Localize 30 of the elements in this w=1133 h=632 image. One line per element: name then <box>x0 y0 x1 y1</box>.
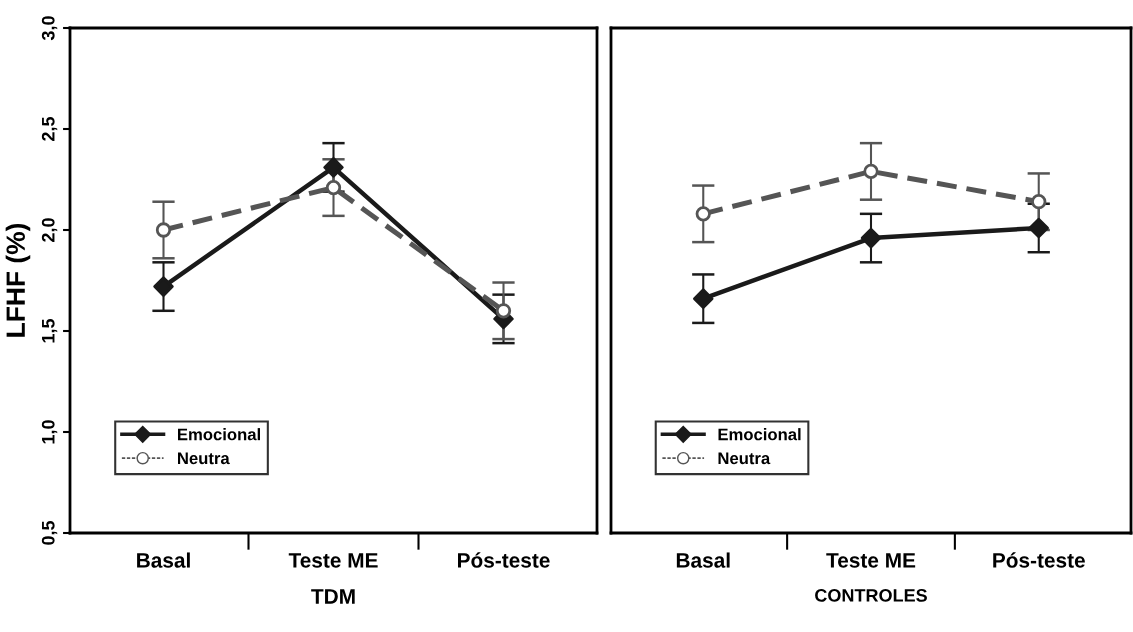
legend-label: Neutra <box>178 452 230 465</box>
x-tick-label: Basal <box>676 552 730 568</box>
legend-label: Emocional <box>718 428 801 441</box>
x-tick-label: Basal <box>137 552 190 568</box>
x-tick-label: Pós-teste <box>458 552 550 568</box>
point <box>153 276 174 297</box>
x-tick-label: Teste ME <box>288 553 378 568</box>
y-tick-label: 1,0 <box>41 420 58 444</box>
point <box>155 222 172 238</box>
y-tick-label: 2,0 <box>41 218 58 242</box>
x-tick-label: Teste ME <box>826 553 916 568</box>
x-axis-title: CONTROLES <box>815 589 927 602</box>
point <box>495 303 512 319</box>
x-tick-label: Pós-teste <box>993 552 1085 568</box>
point <box>863 163 879 180</box>
x-axis-title: TDM <box>311 589 355 604</box>
legend-label: Neutra <box>718 452 771 465</box>
point <box>1028 217 1049 239</box>
y-tick-label: 2,5 <box>41 116 58 141</box>
point <box>693 288 714 309</box>
point <box>325 179 342 196</box>
y-tick-label: 1,5 <box>42 318 58 343</box>
legend-label: Emocional <box>178 428 260 441</box>
point <box>695 206 711 222</box>
y-tick-label: 0,5 <box>41 520 58 545</box>
point <box>323 157 344 178</box>
y-axis-title: LFHF (%) <box>5 223 31 337</box>
y-tick-label: 3,0 <box>41 16 58 41</box>
point <box>860 227 882 249</box>
point <box>1031 194 1047 210</box>
